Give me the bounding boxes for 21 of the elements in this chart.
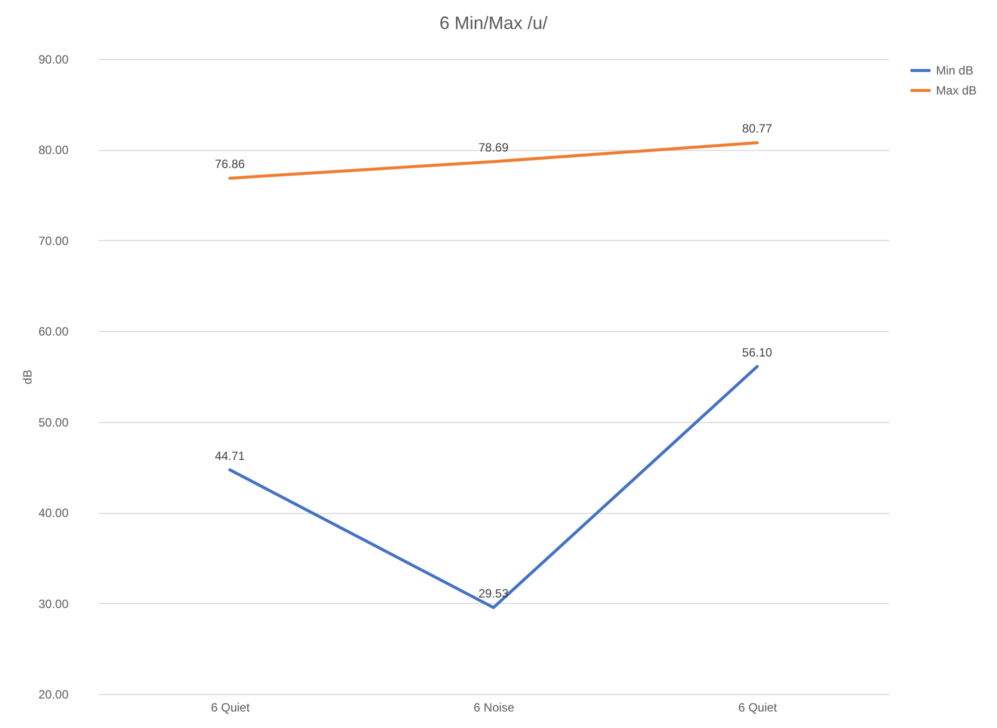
y-tick-label: 50.00 <box>38 415 69 430</box>
data-label: 44.71 <box>214 448 246 463</box>
x-tick-label: 6 Quiet <box>738 700 778 714</box>
legend-label: Min dB <box>936 64 974 78</box>
y-tick-label: 90.00 <box>38 52 69 66</box>
y-tick-label: 80.00 <box>38 143 69 158</box>
y-axis-title: dB <box>20 370 34 384</box>
y-tick-label: 40.00 <box>38 506 69 520</box>
data-label: 29.53 <box>478 586 509 601</box>
y-tick-label: 30.00 <box>38 596 69 611</box>
data-label: 76.86 <box>214 157 246 172</box>
legend-label: Max dB <box>936 84 977 98</box>
data-label: 78.69 <box>478 140 509 155</box>
x-tick-label: 6 Noise <box>474 700 515 714</box>
chart-title: 6 Min/Max /u/ <box>439 13 548 33</box>
data-label: 56.10 <box>742 346 773 360</box>
x-tick-label: 6 Quiet <box>210 700 250 714</box>
y-tick-label: 60.00 <box>38 324 69 339</box>
y-tick-label: 70.00 <box>38 234 69 248</box>
y-tick-label: 20.00 <box>38 688 69 702</box>
data-label: 80.77 <box>742 122 773 136</box>
